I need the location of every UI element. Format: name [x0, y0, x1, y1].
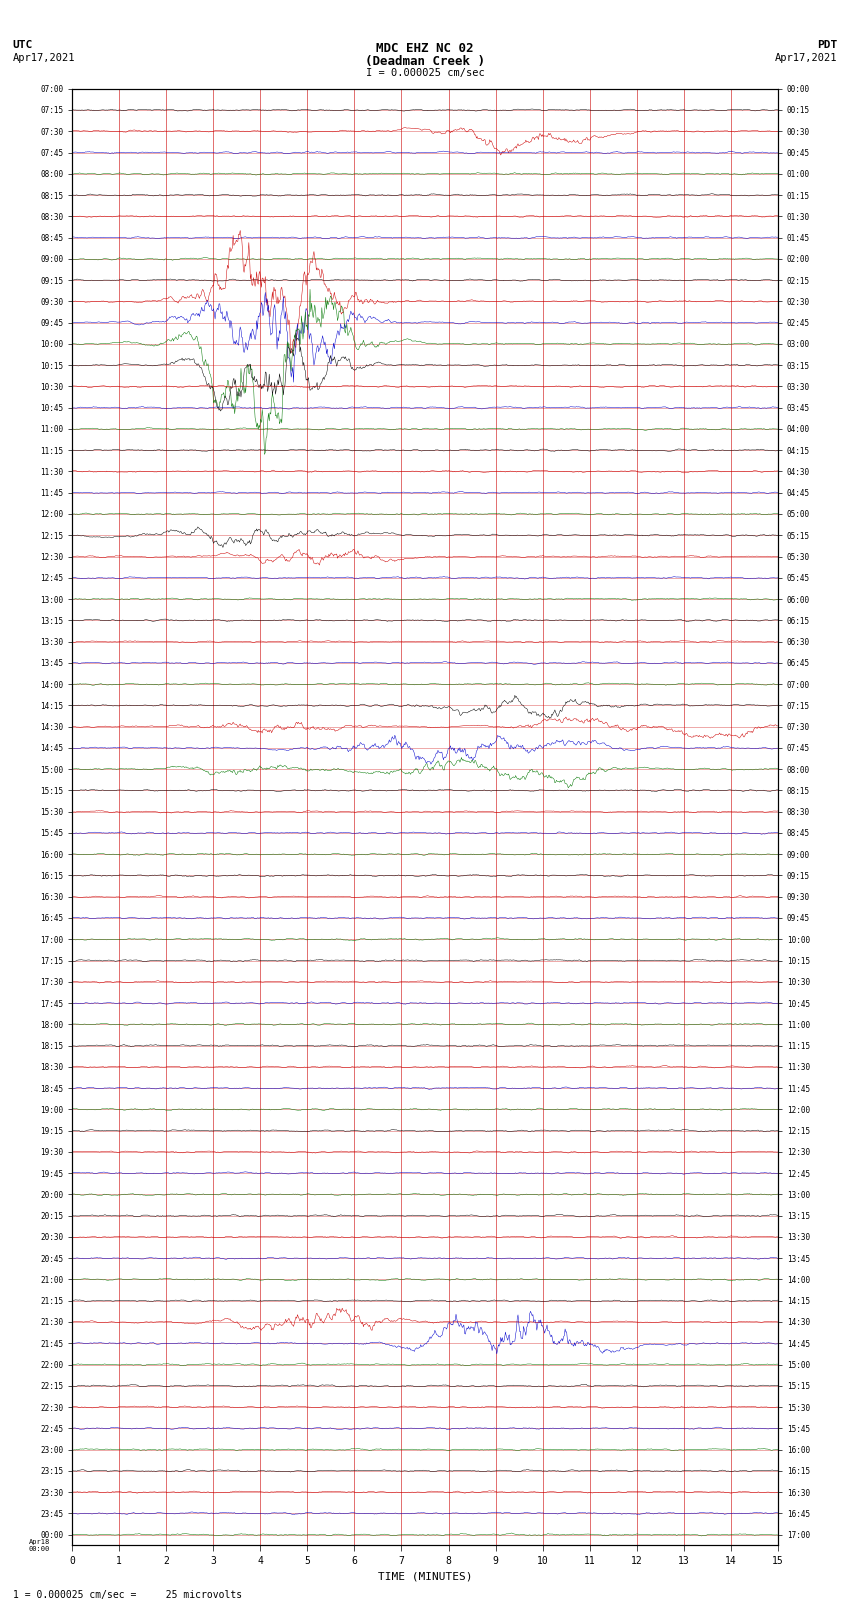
- Text: UTC: UTC: [13, 40, 33, 50]
- Text: (Deadman Creek ): (Deadman Creek ): [365, 55, 485, 68]
- Text: Apr17,2021: Apr17,2021: [13, 53, 76, 63]
- Text: Apr18
00:00: Apr18 00:00: [29, 1539, 50, 1552]
- Text: MDC EHZ NC 02: MDC EHZ NC 02: [377, 42, 473, 55]
- X-axis label: TIME (MINUTES): TIME (MINUTES): [377, 1571, 473, 1581]
- Text: I = 0.000025 cm/sec: I = 0.000025 cm/sec: [366, 68, 484, 77]
- Text: 1 = 0.000025 cm/sec =     25 microvolts: 1 = 0.000025 cm/sec = 25 microvolts: [13, 1590, 242, 1600]
- Text: Apr17,2021: Apr17,2021: [774, 53, 837, 63]
- Text: PDT: PDT: [817, 40, 837, 50]
